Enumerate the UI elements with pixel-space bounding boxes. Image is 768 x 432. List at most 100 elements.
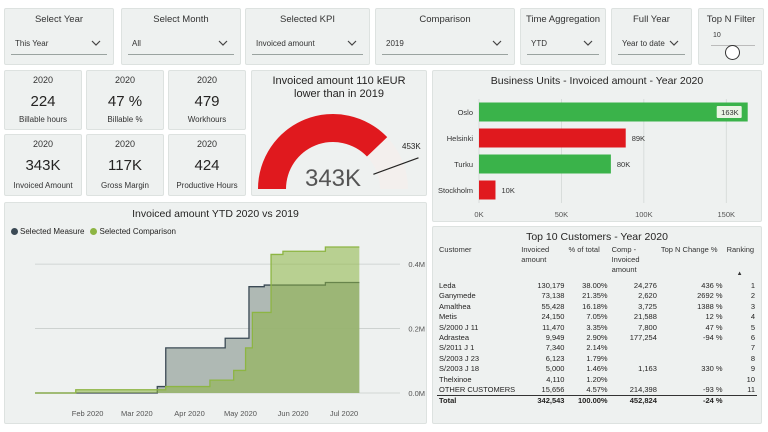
total-cell: 452,824 [629, 396, 657, 406]
table-cell: 2.90% [586, 333, 608, 343]
data-label: 10K [501, 186, 514, 195]
col-header-ranking[interactable]: Ranking ▲ [725, 245, 757, 281]
slicer-top-n[interactable]: Top N Filter 10 [698, 8, 764, 65]
col-header-pct-total[interactable]: % of total [568, 245, 600, 254]
bar[interactable] [479, 180, 496, 200]
kpi-year: 2020 [114, 75, 136, 85]
table-cell: 436 % [701, 281, 723, 290]
col-header-customer[interactable]: Customer [439, 245, 472, 254]
table-cell [610, 354, 659, 364]
y-tick-label: 0.4M [408, 260, 425, 269]
table-cell: 38.00% [582, 281, 608, 290]
full-year-dropdown[interactable]: Year to date [618, 33, 685, 55]
slicer-full-year[interactable]: Full Year Year to date [611, 8, 692, 65]
data-label: 163K [721, 108, 739, 117]
table-row[interactable]: S/2000 J 11 11,470 3.35% 7,800 47 % 5 [437, 323, 757, 333]
table-cell: 5,000 [545, 364, 565, 374]
bar[interactable] [479, 128, 626, 148]
table-cell: 1 [750, 281, 755, 290]
bar[interactable] [479, 154, 611, 174]
table-cell: 7,800 [638, 322, 657, 332]
gauge-panel[interactable]: Invoiced amount 110 kEUR lower than in 2… [251, 70, 427, 196]
total-cell: -24 % [702, 396, 723, 406]
slicer-title: Comparison [419, 14, 471, 25]
table-row[interactable]: Metis 24,150 7.05% 21,588 12 % 4 [437, 312, 757, 322]
table-cell: 21,588 [633, 312, 657, 322]
table-row[interactable]: Adrastea 9,949 2.90% 177,254 -94 % 6 [437, 333, 757, 343]
kpi-value: 224 [30, 93, 56, 110]
comparison-dropdown[interactable]: 2019 [382, 33, 508, 55]
table-row[interactable]: Thelxinoe 4,110 1.20% 10 [437, 375, 757, 385]
x-tick-label: Mar 2020 [121, 409, 153, 418]
table-cell: 3,725 [638, 301, 657, 311]
table-cell: 2.14% [586, 343, 608, 353]
table-cell: 8 [750, 353, 755, 363]
select-year-dropdown[interactable]: This Year [11, 33, 107, 55]
kpi-label: Productive Hours [176, 181, 238, 190]
table-cell: OTHER CUSTOMERS [439, 385, 516, 395]
table-cell: 9,949 [545, 333, 565, 343]
bar-chart-panel[interactable]: Business Units - Invoiced amount - Year … [432, 70, 762, 222]
table-row[interactable]: S/2011 J 1 7,340 2.14% 7 [437, 343, 757, 353]
bar[interactable] [479, 102, 748, 122]
slicer-title: Selected KPI [280, 14, 335, 25]
selected-kpi-dropdown[interactable]: Invoiced amount [252, 33, 363, 55]
table-cell: 11 [747, 385, 755, 395]
table-header-row: Customer Invoiced amount % of total Comp… [437, 245, 757, 281]
kpi-label: Billable % [107, 115, 143, 124]
legend-item[interactable]: Selected Measure [11, 227, 84, 236]
table-cell: 10 [746, 374, 755, 384]
table-row[interactable]: S/2003 J 23 6,123 1.79% 8 [437, 354, 757, 364]
time-aggregation-dropdown[interactable]: YTD [527, 33, 599, 55]
table-row[interactable]: OTHER CUSTOMERS 15,656 4.57% 214,398 -93 % 11 [437, 385, 757, 396]
kpi-card: 2020 117K Gross Margin [86, 134, 164, 196]
table-cell: 24,150 [541, 312, 565, 322]
table-row[interactable]: S/2003 J 18 5,000 1.46% 1,163 330 % 9 [437, 364, 757, 374]
category-label: Oslo [458, 108, 473, 117]
slicer-select-year[interactable]: Select Year This Year [4, 8, 114, 65]
table-cell: 130,179 [537, 281, 565, 290]
series-line[interactable] [35, 246, 360, 394]
kpi-value: 47 % [107, 93, 143, 110]
table-cell: 1388 % [697, 301, 723, 311]
kpi-year: 2020 [114, 139, 136, 149]
top-customers-panel[interactable]: Top 10 Customers - Year 2020 Customer In… [432, 226, 762, 424]
chevron-down-icon [669, 40, 679, 46]
data-label: 89K [632, 134, 645, 143]
slicer-select-month[interactable]: Select Month All [121, 8, 241, 65]
table-cell: 47 % [705, 322, 723, 332]
col-header-comp[interactable]: Comp - Invoiced amount [611, 245, 640, 274]
table-row[interactable]: Amalthea 55,428 16.18% 3,725 1388 % 3 [437, 302, 757, 312]
slicer-comparison[interactable]: Comparison 2019 [375, 8, 515, 65]
total-cell: 100.00% [577, 396, 608, 406]
table-cell: Ganymede [439, 291, 476, 301]
table-cell: 177,254 [629, 333, 657, 343]
table-cell [659, 375, 725, 385]
table-cell: 1,163 [638, 364, 657, 374]
chevron-down-icon [583, 40, 593, 46]
select-month-dropdown[interactable]: All [128, 33, 234, 55]
chevron-down-icon [492, 40, 502, 46]
line-chart-panel[interactable]: Invoiced amount YTD 2020 vs 2019 Selecte… [4, 202, 427, 424]
chevron-down-icon [91, 40, 101, 46]
table-cell: Amalthea [439, 301, 471, 311]
kpi-card: 2020 47 % Billable % [86, 70, 164, 130]
slicer-title: Select Year [34, 14, 84, 25]
table-row[interactable]: Ganymede 73,138 21.35% 2,620 2692 % 2 [437, 291, 757, 301]
kpi-value: 343K [25, 157, 61, 174]
top-n-slider-handle[interactable] [725, 45, 740, 60]
kpi-year: 2020 [32, 139, 54, 149]
col-header-invoiced[interactable]: Invoiced amount [521, 245, 550, 264]
legend-item[interactable]: Selected Comparison [90, 227, 176, 236]
x-tick-label: 150K [718, 210, 736, 219]
y-tick-label: 0.0M [408, 389, 425, 398]
series-area[interactable] [35, 247, 360, 393]
col-header-change[interactable]: Top N Change % [660, 245, 718, 254]
slicer-selected-kpi[interactable]: Selected KPI Invoiced amount [245, 8, 370, 65]
table-cell: 3 [750, 301, 755, 311]
slicer-title: Top N Filter [706, 14, 756, 25]
table-cell: 55,428 [541, 301, 565, 311]
slicer-time-aggregation[interactable]: Time Aggregation YTD [520, 8, 606, 65]
table-cell: Metis [439, 312, 457, 322]
table-row[interactable]: Leda 130,179 38.00% 24,276 436 % 1 [437, 281, 757, 291]
